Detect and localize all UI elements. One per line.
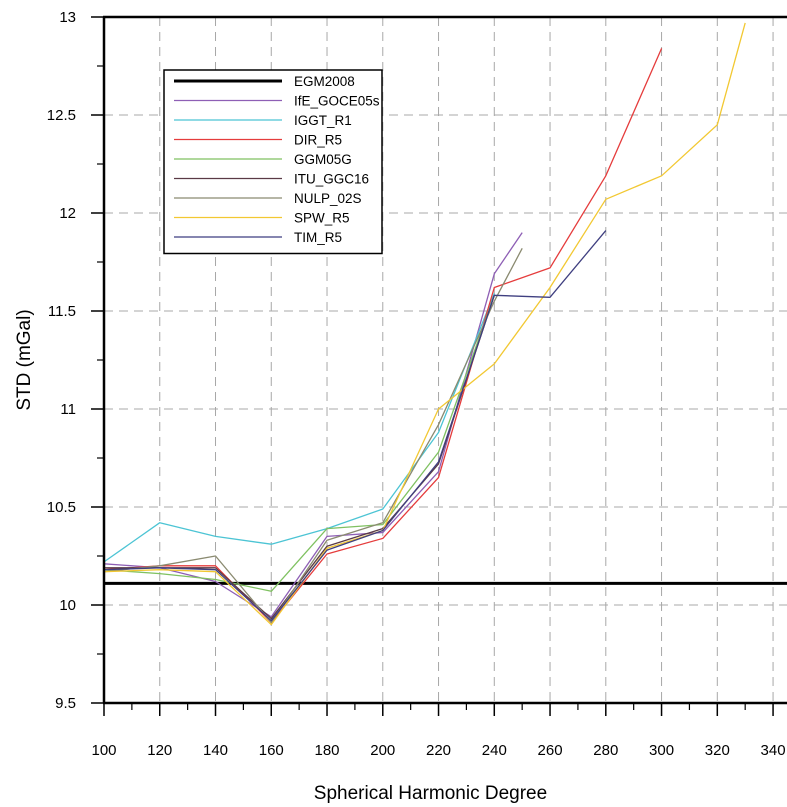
legend-label: SPW_R5: [294, 211, 350, 226]
x-tick-label: 200: [370, 742, 395, 759]
series-lines: [103, 22, 787, 626]
legend: EGM2008 IfE_GOCE05s IGGT_R1 DIR_R5 GGM05G ITU…: [163, 69, 383, 255]
x-tick-label: 120: [147, 742, 172, 759]
y-tick-label: 13: [59, 9, 76, 26]
axes: [91, 15, 787, 716]
legend-label: TIM_R5: [294, 230, 342, 245]
x-tick-label: 320: [705, 742, 730, 759]
x-tick-label: 300: [649, 742, 674, 759]
legend-label: ITU_GGC16: [294, 172, 369, 187]
x-tick-label: 340: [761, 742, 786, 759]
series-line-spw-r5: [103, 22, 746, 626]
tick-labels: 100 120 140 160 180 200 220 240 260 280 300 320 340 9…: [47, 9, 786, 759]
x-tick-label: 160: [259, 742, 284, 759]
series-line-ife-goce05s: [103, 232, 523, 618]
x-tick-label: 260: [538, 742, 563, 759]
legend-label: IGGT_R1: [294, 113, 352, 128]
y-tick-label: 10: [59, 597, 76, 614]
x-tick-label: 100: [91, 742, 116, 759]
series-line-ggm05g: [103, 295, 495, 592]
series-line-tim-r5: [103, 230, 607, 622]
legend-label: EGM2008: [294, 74, 355, 89]
y-tick-label: 11: [60, 401, 76, 418]
y-tick-label: 12.5: [47, 107, 76, 124]
y-axis-title: STD (mGal): [14, 309, 35, 410]
legend-label: GGM05G: [294, 152, 352, 167]
x-tick-label: 180: [315, 742, 340, 759]
x-tick-label: 280: [593, 742, 618, 759]
series-line-nulp-02s: [103, 247, 523, 624]
legend-label: IfE_GOCE05s: [294, 94, 380, 109]
y-tick-label: 10.5: [47, 499, 76, 516]
legend-label: NULP_02S: [294, 191, 362, 206]
legend-label: DIR_R5: [294, 133, 342, 148]
x-tick-label: 140: [203, 742, 228, 759]
series-line-dir-r5: [103, 48, 663, 624]
x-axis-title: Spherical Harmonic Degree: [314, 783, 547, 804]
y-tick-label: 11.5: [48, 303, 76, 320]
y-tick-label: 12: [59, 205, 76, 222]
y-tick-label: 9.5: [55, 695, 76, 712]
x-tick-label: 240: [482, 742, 507, 759]
series-line-iggt-r1: [103, 293, 495, 563]
x-tick-label: 220: [426, 742, 451, 759]
